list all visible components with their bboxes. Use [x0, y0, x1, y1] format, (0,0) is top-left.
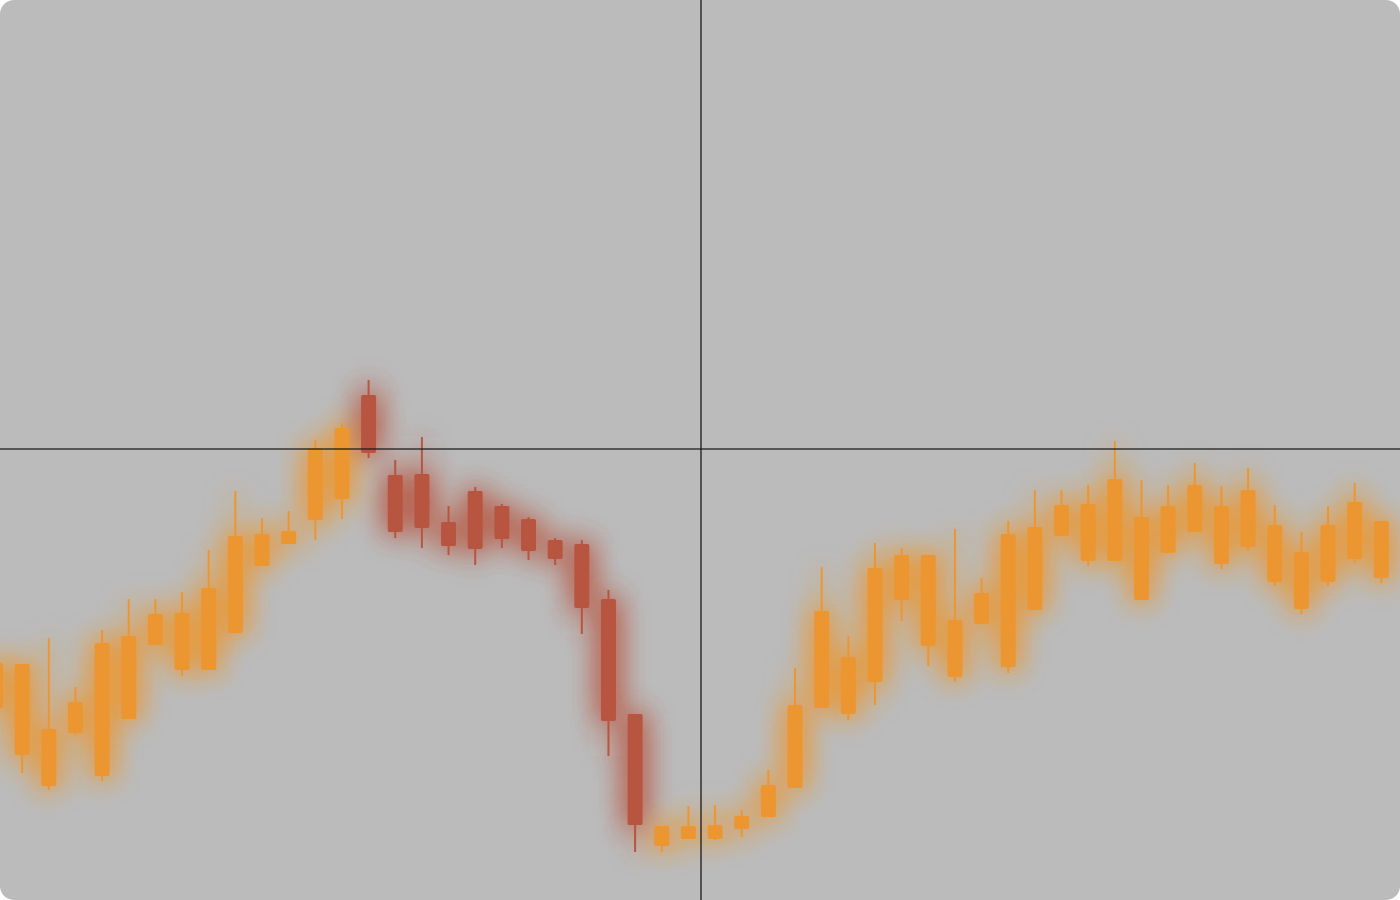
candle-body	[627, 714, 643, 825]
candle-body	[1027, 527, 1043, 610]
candle-body	[1187, 485, 1203, 532]
candle-body	[1107, 479, 1123, 561]
candle-body	[307, 448, 323, 520]
candle-body	[467, 491, 483, 549]
candle-body	[974, 593, 990, 624]
candle-body	[334, 428, 350, 499]
candle-body	[1320, 525, 1336, 582]
candle-body	[760, 785, 776, 817]
candle-body	[947, 620, 963, 677]
candle-body	[494, 506, 510, 539]
candle-body	[281, 531, 297, 544]
candle-body	[1054, 505, 1070, 536]
candle-body	[867, 568, 883, 682]
candle-body	[14, 664, 30, 755]
candles	[0, 380, 1389, 852]
candle-body	[1373, 521, 1389, 578]
candle-body	[1213, 506, 1229, 564]
candle-body	[1267, 525, 1283, 582]
candle-body	[920, 555, 936, 646]
candle-body	[387, 475, 403, 532]
candle-body	[1133, 517, 1149, 600]
candle-body	[840, 657, 856, 714]
candle-body	[894, 555, 910, 600]
candle-body	[520, 519, 536, 551]
candle-body	[227, 536, 243, 633]
candle-body	[680, 826, 696, 839]
candle-body	[654, 826, 670, 846]
candle-body	[94, 643, 110, 776]
candle-body	[121, 636, 137, 719]
candle-body	[707, 825, 723, 839]
candle-body	[0, 663, 3, 708]
candle-body	[814, 611, 830, 708]
candle-body	[254, 534, 270, 566]
candle-body	[1080, 504, 1096, 561]
candle-body	[547, 540, 563, 559]
candle-body	[1000, 534, 1016, 667]
candle-body	[174, 613, 190, 670]
candle-body	[361, 395, 377, 453]
candle-body	[734, 816, 750, 829]
candle-body	[787, 705, 803, 788]
candle-body	[1347, 502, 1363, 559]
candle-body	[67, 702, 83, 733]
candle-body	[201, 588, 217, 670]
candle-body	[441, 522, 457, 546]
candle-body	[574, 544, 590, 608]
candle-body	[1293, 552, 1309, 609]
candle-body	[1240, 490, 1256, 547]
candle-body	[147, 614, 163, 645]
candle-body	[600, 599, 616, 721]
candle-body	[41, 729, 57, 786]
candle-body	[1160, 506, 1176, 553]
candle-body	[414, 474, 430, 528]
